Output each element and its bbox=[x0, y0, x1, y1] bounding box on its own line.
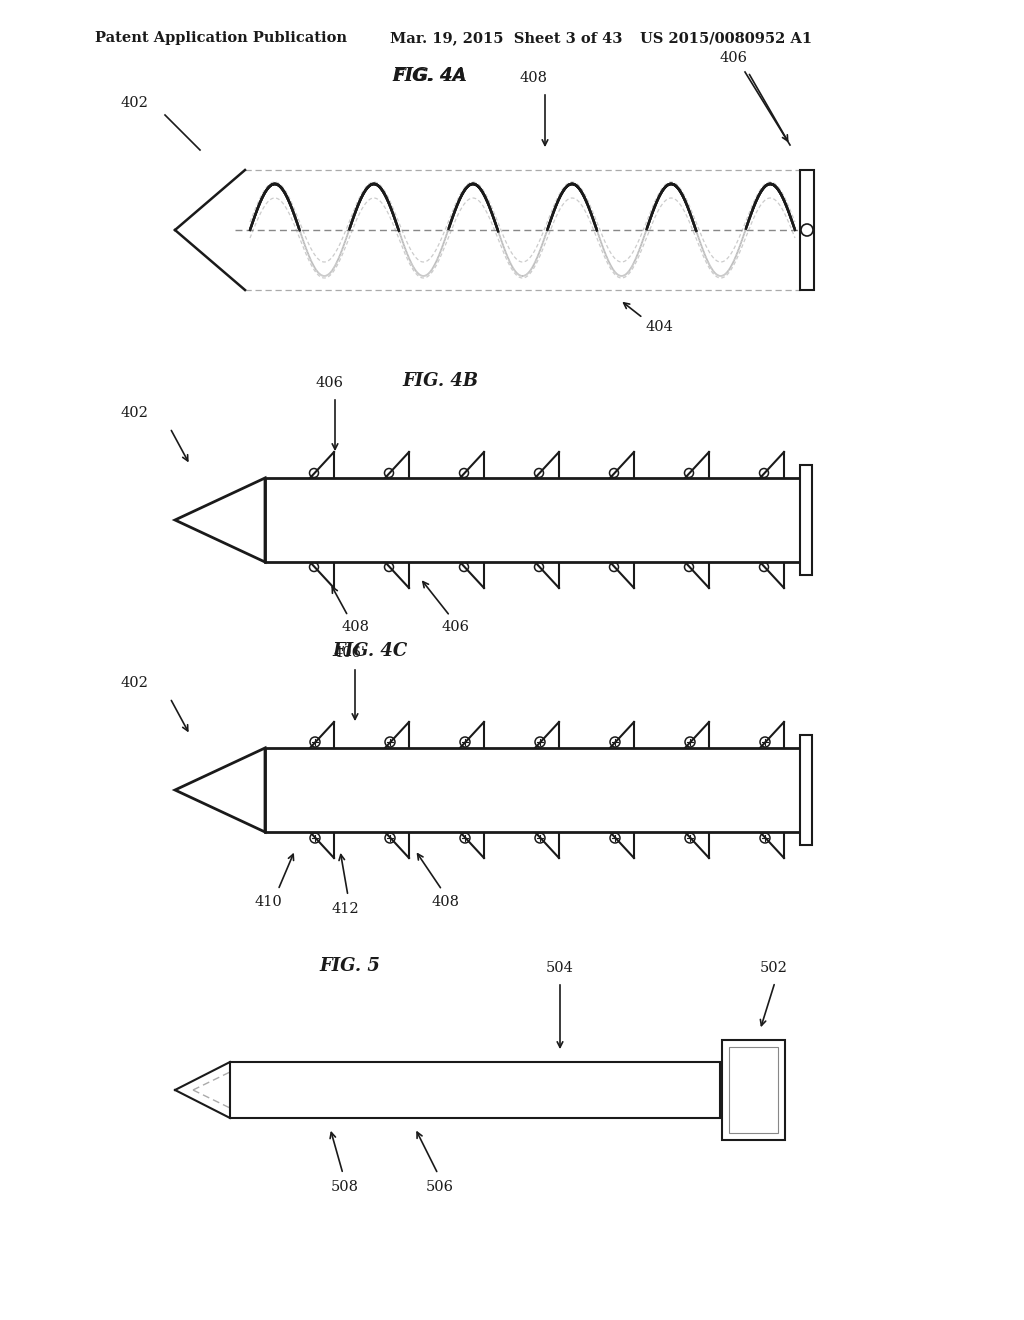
Bar bbox=[800, 465, 812, 576]
Text: US 2015/0080952 A1: US 2015/0080952 A1 bbox=[640, 30, 812, 45]
Text: FIG. 4B: FIG. 4B bbox=[402, 372, 478, 389]
Text: 404: 404 bbox=[645, 319, 673, 334]
Text: 410: 410 bbox=[254, 895, 282, 909]
Text: FIG. 4A: FIG. 4A bbox=[392, 67, 467, 84]
Text: 402: 402 bbox=[120, 96, 148, 110]
Bar bbox=[265, 748, 800, 832]
Bar bbox=[265, 478, 800, 562]
Text: 508: 508 bbox=[331, 1180, 359, 1195]
Bar bbox=[800, 170, 814, 290]
Text: 406: 406 bbox=[720, 51, 748, 65]
Text: 506: 506 bbox=[426, 1180, 454, 1195]
Text: 412: 412 bbox=[331, 902, 358, 916]
Polygon shape bbox=[175, 478, 265, 562]
Text: 406': 406' bbox=[334, 645, 366, 660]
Polygon shape bbox=[175, 748, 265, 832]
Bar bbox=[722, 1040, 785, 1140]
Text: 402: 402 bbox=[120, 676, 148, 690]
Text: 408: 408 bbox=[341, 620, 369, 634]
Text: 504: 504 bbox=[546, 961, 573, 975]
Bar bbox=[729, 1047, 778, 1133]
Text: FIG. 4C: FIG. 4C bbox=[333, 642, 408, 660]
Text: FIG. 5: FIG. 5 bbox=[319, 957, 381, 975]
Text: FIG. 4A: FIG. 4A bbox=[393, 67, 467, 84]
Text: 408: 408 bbox=[431, 895, 459, 909]
Text: 502: 502 bbox=[760, 961, 787, 975]
Text: Mar. 19, 2015  Sheet 3 of 43: Mar. 19, 2015 Sheet 3 of 43 bbox=[390, 30, 623, 45]
Text: Patent Application Publication: Patent Application Publication bbox=[95, 30, 347, 45]
Text: 406: 406 bbox=[441, 620, 469, 634]
Bar bbox=[800, 735, 812, 845]
Text: 406: 406 bbox=[316, 376, 344, 389]
Text: 402: 402 bbox=[120, 407, 148, 420]
Bar bbox=[230, 1063, 720, 1118]
Text: 408: 408 bbox=[520, 71, 548, 84]
